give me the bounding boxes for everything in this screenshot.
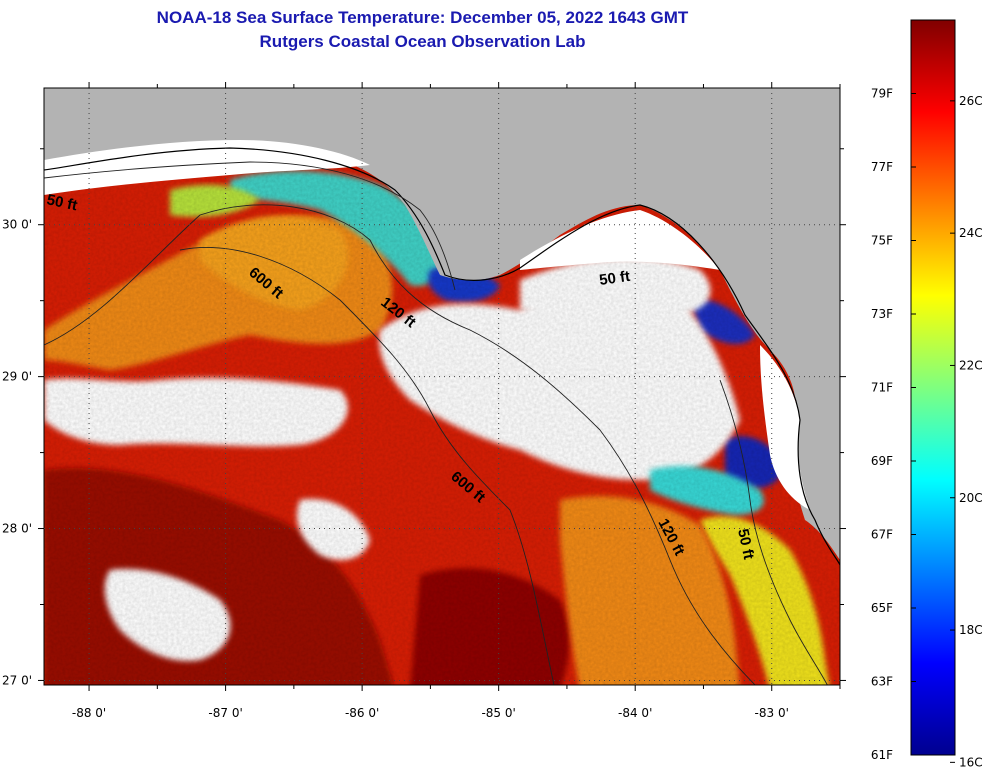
map-image (44, 88, 840, 685)
map-title: NOAA-18 Sea Surface Temperature: Decembe… (156, 8, 689, 27)
lon-tick-label: -84 0' (618, 706, 652, 720)
cloud-over-land-panhandle (44, 140, 370, 195)
coastline (44, 147, 840, 566)
lon-tick-label: -86 0' (345, 706, 379, 720)
contour-120ft (44, 204, 756, 685)
lat-tick-label: 29 0' (2, 370, 32, 384)
lon-tick-label: -88 0' (72, 706, 106, 720)
lon-tick-label: -85 0' (481, 706, 515, 720)
lon-tick-label: -83 0' (755, 706, 789, 720)
map-subtitle: Rutgers Coastal Ocean Observation Lab (259, 32, 586, 51)
lat-tick-label: 28 0' (2, 522, 32, 536)
contour-50ft-west (44, 161, 456, 291)
land-mass (44, 88, 840, 560)
axis-ticks: -88 0' -87 0' -86 0' -85 0' -84 0' -83 0' 30 0… (2, 82, 846, 720)
contour-label-50ft-peninsula: 50 ft (734, 527, 757, 561)
map-frame (43, 87, 841, 686)
lat-tick-label: 27 0' (2, 673, 32, 687)
lon-tick-label: -87 0' (208, 706, 242, 720)
cloud-over-land-peninsula (760, 345, 810, 510)
lat-tick-label: 30 0' (2, 218, 32, 232)
contour-label-50ft-bigbend: 50 ft (598, 268, 631, 289)
contour-50ft-peninsula (719, 379, 828, 685)
contour-label-50ft-west: 50 ft (45, 191, 79, 214)
contour-600ft (179, 247, 555, 685)
